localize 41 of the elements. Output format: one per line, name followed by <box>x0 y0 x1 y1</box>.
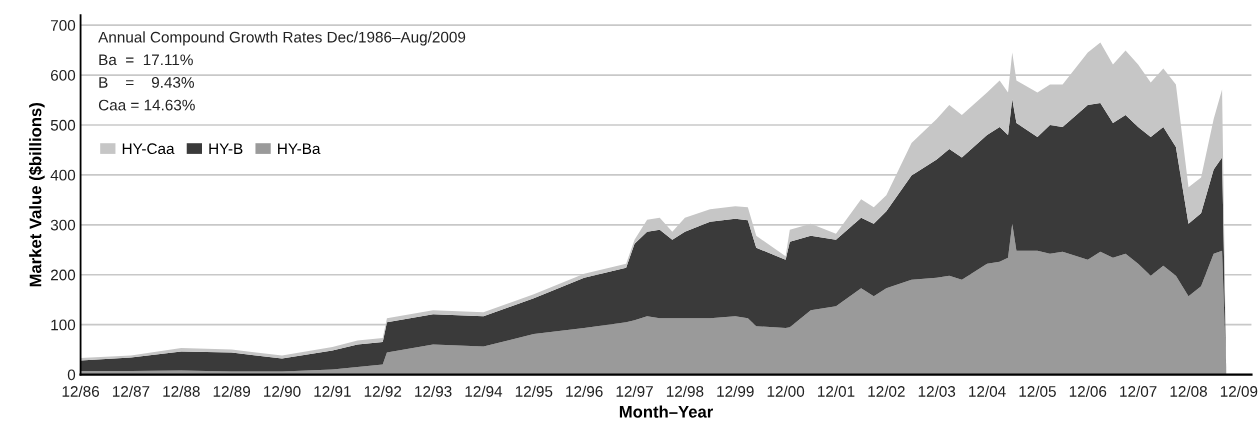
y-tick-label: 100 <box>51 319 76 331</box>
annotation: B = 9.43% <box>99 77 194 88</box>
x-tick-label: 12/91 <box>314 385 351 397</box>
annotation: Annual Compound Growth Rates Dec/1986–Aug/2009 <box>98 31 466 46</box>
y-axis-title: Market Value ($billions) <box>28 103 45 287</box>
x-tick-label: 12/07 <box>1120 385 1157 397</box>
y-tick-label: 400 <box>50 169 76 181</box>
x-tick-label: 12/95 <box>515 385 553 397</box>
x-tick-label: 12/98 <box>666 385 704 397</box>
x-tick-label: 12/94 <box>465 385 503 397</box>
x-tick-label: 12/92 <box>364 385 402 397</box>
x-tick-label: 12/99 <box>717 385 754 397</box>
x-tick-label: 12/08 <box>1170 385 1207 397</box>
x-tick-label: 12/05 <box>1019 385 1056 397</box>
x-tick-label: 12/88 <box>163 385 200 397</box>
x-tick-label: 12/09 <box>1220 385 1258 397</box>
x-tick-label: 12/96 <box>566 385 603 397</box>
x-tick-label: 12/00 <box>767 385 805 397</box>
legend-label: HY-Caa <box>122 143 175 155</box>
x-tick-label: 12/87 <box>112 385 150 397</box>
y-tick-label: 200 <box>51 269 76 281</box>
y-tick-label: 500 <box>50 119 76 131</box>
annotation: Ba = 17.11% <box>99 54 193 66</box>
x-tick-label: 12/86 <box>62 385 100 397</box>
x-tick-label: 12/06 <box>1069 385 1107 397</box>
legend-label: HY-Ba <box>278 143 321 155</box>
x-tick-label: 12/97 <box>616 385 653 397</box>
y-tick-label: 600 <box>51 69 76 81</box>
x-tick-label: 12/02 <box>868 385 905 397</box>
x-tick-label: 12/01 <box>818 385 855 397</box>
x-tick-label: 12/90 <box>264 385 301 397</box>
y-tick-label: 700 <box>51 20 76 31</box>
x-tick-label: 12/03 <box>918 385 956 397</box>
annotation: Caa = 14.63% <box>98 99 195 111</box>
legend-label: HY-B <box>209 143 243 154</box>
x-tick-label: 12/04 <box>969 385 1006 397</box>
y-tick-label: 300 <box>50 219 76 231</box>
y-tick-label: 0 <box>67 369 76 381</box>
x-axis-title: Month–Year <box>619 405 713 418</box>
x-tick-label: 12/93 <box>415 385 452 397</box>
x-tick-label: 12/89 <box>213 385 251 397</box>
